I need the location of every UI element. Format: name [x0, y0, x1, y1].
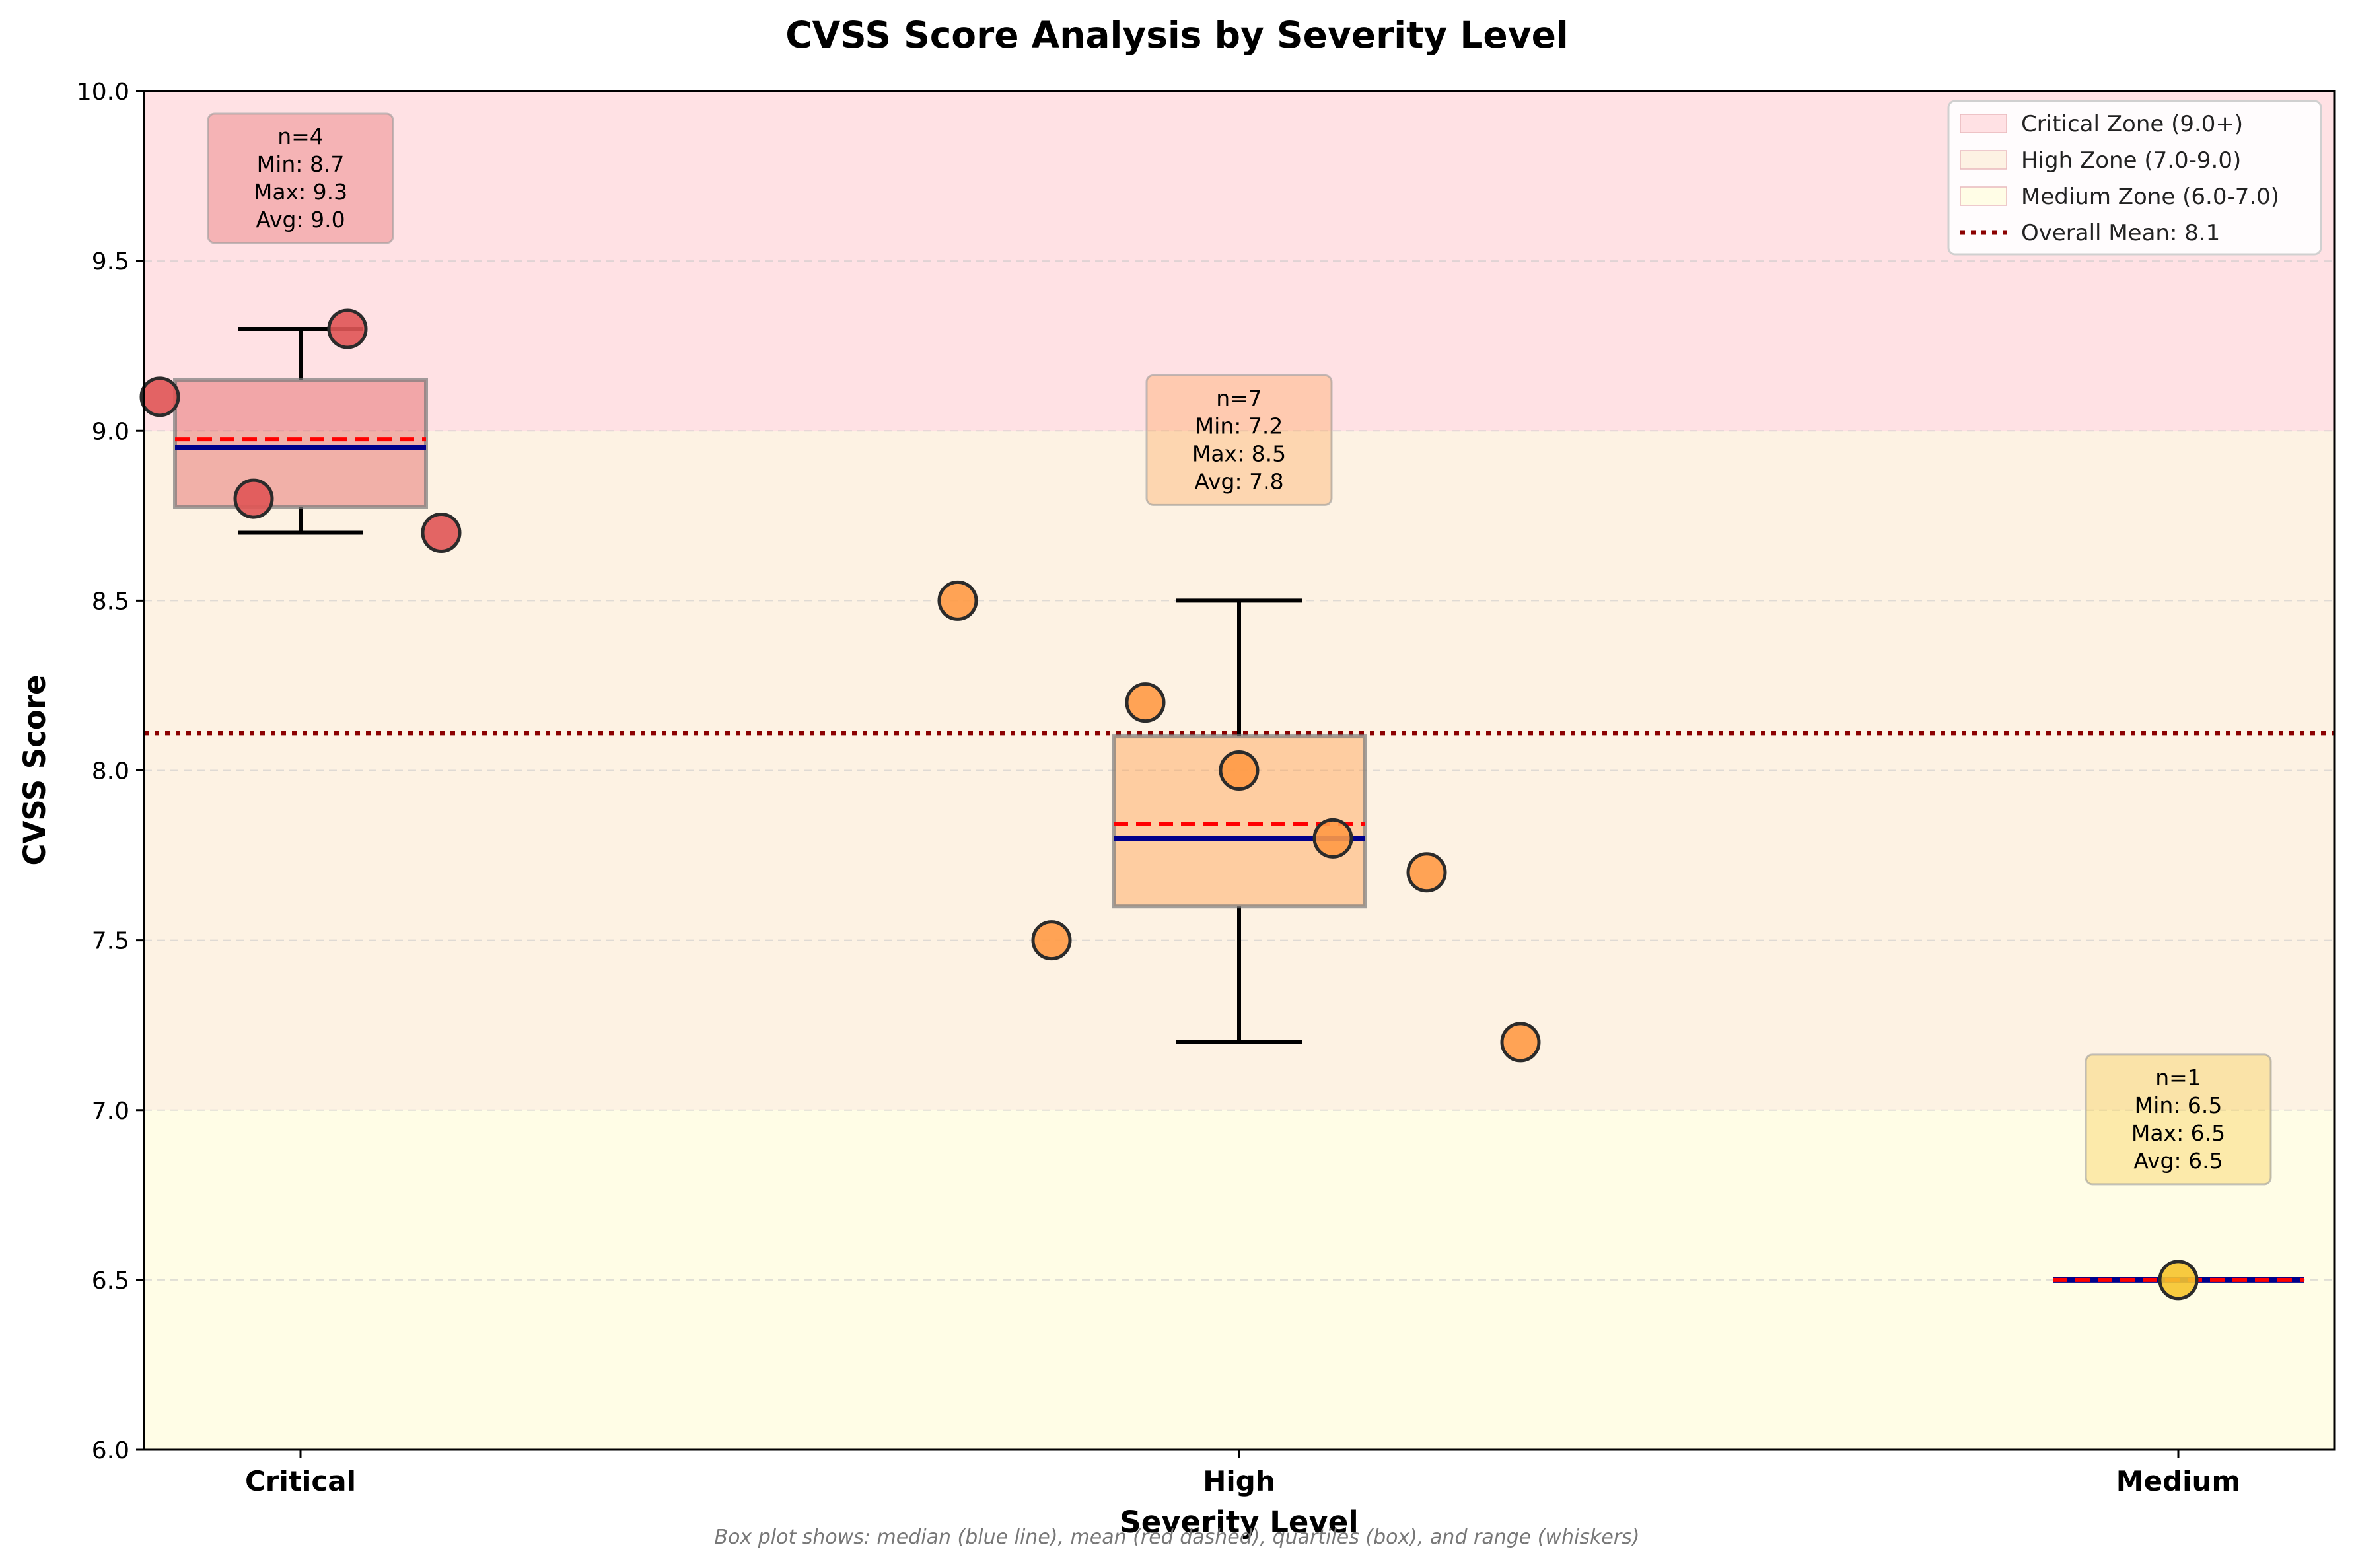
y-tick-label-4: 8.0	[92, 758, 129, 785]
y-tick-label-2: 7.0	[92, 1098, 129, 1125]
y-axis-title: CVSS Score	[17, 674, 52, 865]
data-point	[1219, 750, 1260, 791]
x-tick-label-critical: Critical	[245, 1465, 356, 1497]
data-point	[1500, 1022, 1541, 1063]
legend-label-3: Overall Mean: 8.1	[2021, 220, 2220, 246]
iqr-box	[173, 378, 428, 509]
y-tick-label-3: 7.5	[92, 928, 129, 955]
legend-label-0: Critical Zone (9.0+)	[2021, 111, 2243, 137]
stats-text: Avg: 6.5	[2133, 1148, 2223, 1174]
stats-text: Avg: 7.8	[1194, 468, 1283, 494]
data-point	[1125, 682, 1166, 723]
data-point	[1312, 818, 1353, 859]
legend-swatch-2	[1960, 186, 2007, 206]
stats-text: Max: 8.5	[1192, 441, 1286, 466]
stats-text: n=4	[277, 124, 324, 149]
footnote: Box plot shows: median (blue line), mean…	[714, 1526, 1639, 1549]
stats-text: Max: 9.3	[254, 179, 347, 205]
stats-text: Min: 7.2	[1195, 413, 1283, 439]
legend-label-1: High Zone (7.0-9.0)	[2021, 147, 2241, 174]
y-tick-label-7: 9.5	[92, 248, 129, 275]
data-point	[233, 478, 274, 519]
stats-box	[1145, 374, 1333, 506]
stats-box	[2085, 1053, 2272, 1186]
legend-swatch-0	[1960, 114, 2007, 133]
chart-title: CVSS Score Analysis by Severity Level	[785, 14, 1568, 56]
x-tick-label-high: High	[1203, 1465, 1275, 1497]
data-point	[421, 513, 462, 553]
y-tick-label-6: 9.0	[92, 418, 129, 445]
stats-text: Min: 6.5	[2135, 1092, 2223, 1118]
x-axis-title: Severity Level	[1120, 1505, 1358, 1540]
data-point	[327, 308, 368, 349]
legend-box	[1947, 100, 2322, 256]
stats-text: Max: 6.5	[2131, 1120, 2225, 1146]
data-point	[937, 580, 978, 621]
stats-text: n=1	[2155, 1065, 2201, 1090]
data-point	[1031, 920, 1072, 961]
y-tick-label-0: 6.0	[92, 1437, 129, 1464]
y-tick-label-1: 6.5	[92, 1267, 129, 1295]
stats-text: n=7	[1216, 385, 1262, 411]
data-point	[139, 376, 180, 417]
y-tick-label-8: 10.0	[77, 79, 129, 106]
stats-text: Min: 8.7	[257, 151, 345, 177]
y-tick-label-5: 8.5	[92, 588, 129, 615]
legend-swatch-1	[1960, 150, 2007, 170]
stats-text: Avg: 9.0	[256, 207, 345, 232]
x-tick-label-medium: Medium	[2116, 1465, 2240, 1497]
zone-band-2	[144, 1110, 2334, 1450]
data-point	[2158, 1260, 2199, 1301]
data-point	[1406, 852, 1447, 893]
stats-box	[207, 112, 394, 244]
legend-label-2: Medium Zone (6.0-7.0)	[2021, 184, 2279, 210]
